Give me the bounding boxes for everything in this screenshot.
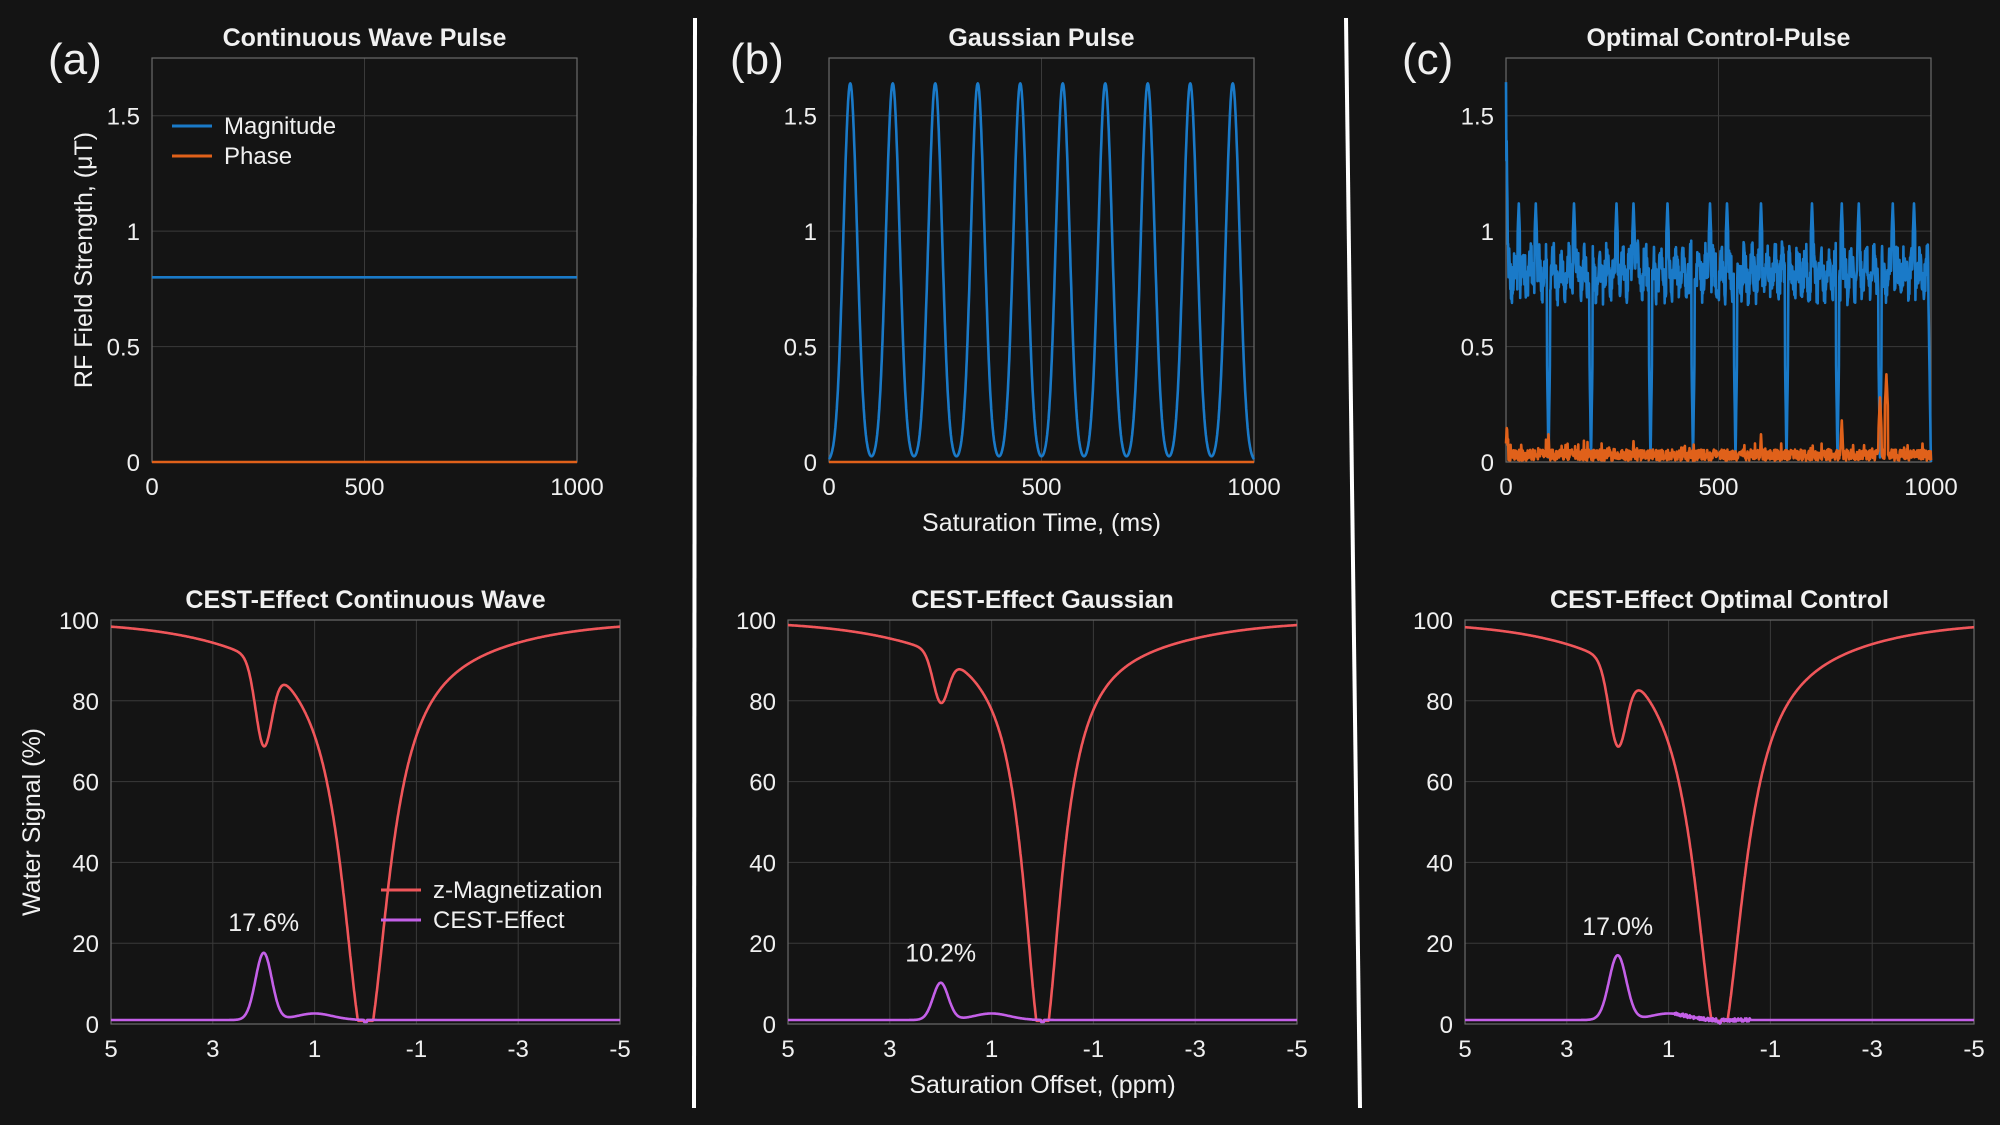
chart-title: CEST-Effect Optimal Control — [1550, 586, 1889, 614]
y-tick-label: 0.5 — [1461, 335, 1494, 362]
x-tick-label: 1000 — [550, 474, 603, 501]
y-tick-label: 1 — [804, 219, 817, 246]
divider-right — [1344, 17, 1362, 1109]
y-tick-label: 0 — [763, 1012, 776, 1039]
chart-pulse-cw: 0 500 1000 0 0.5 1 1.5 Continuous Wave Pulse RF … — [48, 24, 604, 501]
y-tick-label: 100 — [1413, 608, 1453, 635]
y-tick-label: 80 — [749, 689, 776, 716]
x-tick-label: -3 — [508, 1036, 529, 1063]
x-tick-label: 0 — [1499, 474, 1512, 501]
series-line-magnitude — [1504, 82, 1933, 463]
chart-title: CEST-Effect Continuous Wave — [185, 586, 545, 614]
chart-cest-oc: 5 3 1 -1 -3 -5 0 20 40 60 80 100 CEST-Effect Optimal… — [1413, 586, 1985, 1063]
chart-cest-cw: 5 3 1 -1 -3 -5 0 20 40 60 80 100 CEST-Effect Continu… — [18, 586, 631, 1063]
y-tick-label: 20 — [72, 931, 99, 958]
y-tick-label: 0 — [1440, 1012, 1453, 1039]
x-tick-label: 1000 — [1904, 474, 1957, 501]
x-tick-label: 1000 — [1227, 474, 1280, 501]
x-tick-label: -5 — [609, 1036, 630, 1063]
x-tick-label: 1 — [985, 1036, 998, 1063]
y-tick-label: 1.5 — [107, 104, 140, 131]
y-tick-label: 60 — [72, 770, 99, 797]
x-tick-label: -1 — [1760, 1036, 1781, 1063]
chart-title: Gaussian Pulse — [948, 24, 1134, 52]
y-axis-label: Water Signal (%) — [18, 728, 46, 916]
x-tick-label: 5 — [1458, 1036, 1471, 1063]
x-tick-label: 1 — [308, 1036, 321, 1063]
x-tick-label: -5 — [1963, 1036, 1984, 1063]
x-tick-label: 3 — [883, 1036, 896, 1063]
y-tick-label: 40 — [749, 850, 776, 877]
series-line-cest-effect — [787, 981, 1298, 1024]
series-line-phase — [1504, 373, 1933, 462]
panel-label: (b) — [730, 35, 784, 84]
legend-entry: z-Magnetization — [433, 877, 602, 904]
x-tick-label: 5 — [781, 1036, 794, 1063]
y-tick-label: 20 — [749, 931, 776, 958]
y-axis-label: RF Field Strength, (μT) — [70, 132, 98, 388]
divider-left — [692, 17, 697, 1109]
y-tick-label: 0 — [804, 450, 817, 477]
legend-entry: Phase — [224, 143, 292, 170]
legend: z-Magnetization CEST-Effect — [381, 877, 602, 934]
series-line-cest-effect — [110, 951, 621, 1024]
y-tick-label: 1 — [1481, 219, 1494, 246]
y-tick-label: 100 — [59, 608, 99, 635]
x-tick-label: -5 — [1286, 1036, 1307, 1063]
legend: Magnitude Phase — [172, 113, 336, 170]
peak-annotation: 10.2% — [905, 939, 976, 967]
x-axis-label: Saturation Offset, (ppm) — [909, 1071, 1175, 1099]
axes-box — [787, 619, 1298, 1025]
y-tick-label: 60 — [1426, 770, 1453, 797]
x-tick-label: 500 — [344, 474, 384, 501]
chart-cest-gauss: 5 3 1 -1 -3 -5 0 20 40 60 80 100 CEST-Effect Gaussia… — [736, 586, 1308, 1099]
y-tick-label: 0 — [127, 450, 140, 477]
x-tick-label: 500 — [1021, 474, 1061, 501]
x-tick-label: -1 — [406, 1036, 427, 1063]
x-tick-label: -3 — [1185, 1036, 1206, 1063]
x-tick-label: 500 — [1698, 474, 1738, 501]
y-tick-label: 0.5 — [784, 335, 817, 362]
y-tick-label: 1 — [127, 219, 140, 246]
series-line-cest-effect — [1464, 954, 1975, 1025]
panel-label: (a) — [48, 35, 102, 84]
y-tick-label: 1.5 — [1461, 104, 1494, 131]
axes-box — [110, 619, 621, 1025]
x-tick-label: 5 — [104, 1036, 117, 1063]
chart-pulse-gauss: 0 500 1000 0 0.5 1 1.5 Gaussian Pulse Saturation… — [730, 24, 1281, 537]
x-tick-label: -3 — [1862, 1036, 1883, 1063]
y-tick-label: 100 — [736, 608, 776, 635]
peak-annotation: 17.0% — [1582, 913, 1653, 941]
x-tick-label: 0 — [145, 474, 158, 501]
y-tick-label: 0.5 — [107, 335, 140, 362]
y-tick-label: 80 — [1426, 689, 1453, 716]
y-tick-label: 40 — [1426, 850, 1453, 877]
legend-entry: CEST-Effect — [433, 907, 565, 934]
x-tick-label: 3 — [1560, 1036, 1573, 1063]
x-tick-label: 3 — [206, 1036, 219, 1063]
chart-title: Optimal Control-Pulse — [1587, 24, 1851, 52]
chart-pulse-oc: 0 500 1000 0 0.5 1 1.5 Optimal Control-Pulse (c) — [1402, 24, 1958, 501]
y-tick-label: 1.5 — [784, 104, 817, 131]
y-tick-label: 80 — [72, 689, 99, 716]
x-tick-label: 0 — [822, 474, 835, 501]
series-line-magnitude — [827, 82, 1256, 460]
x-tick-label: 1 — [1662, 1036, 1675, 1063]
y-tick-label: 0 — [1481, 450, 1494, 477]
x-tick-label: -1 — [1083, 1036, 1104, 1063]
panel-label: (c) — [1402, 35, 1453, 84]
y-tick-label: 60 — [749, 770, 776, 797]
y-tick-label: 40 — [72, 850, 99, 877]
legend-entry: Magnitude — [224, 113, 336, 140]
y-tick-label: 20 — [1426, 931, 1453, 958]
x-axis-label: Saturation Time, (ms) — [922, 509, 1161, 537]
y-tick-label: 0 — [86, 1012, 99, 1039]
axes-box — [1505, 57, 1932, 463]
chart-title: Continuous Wave Pulse — [223, 24, 507, 52]
peak-annotation: 17.6% — [228, 909, 299, 937]
chart-title: CEST-Effect Gaussian — [911, 586, 1174, 614]
